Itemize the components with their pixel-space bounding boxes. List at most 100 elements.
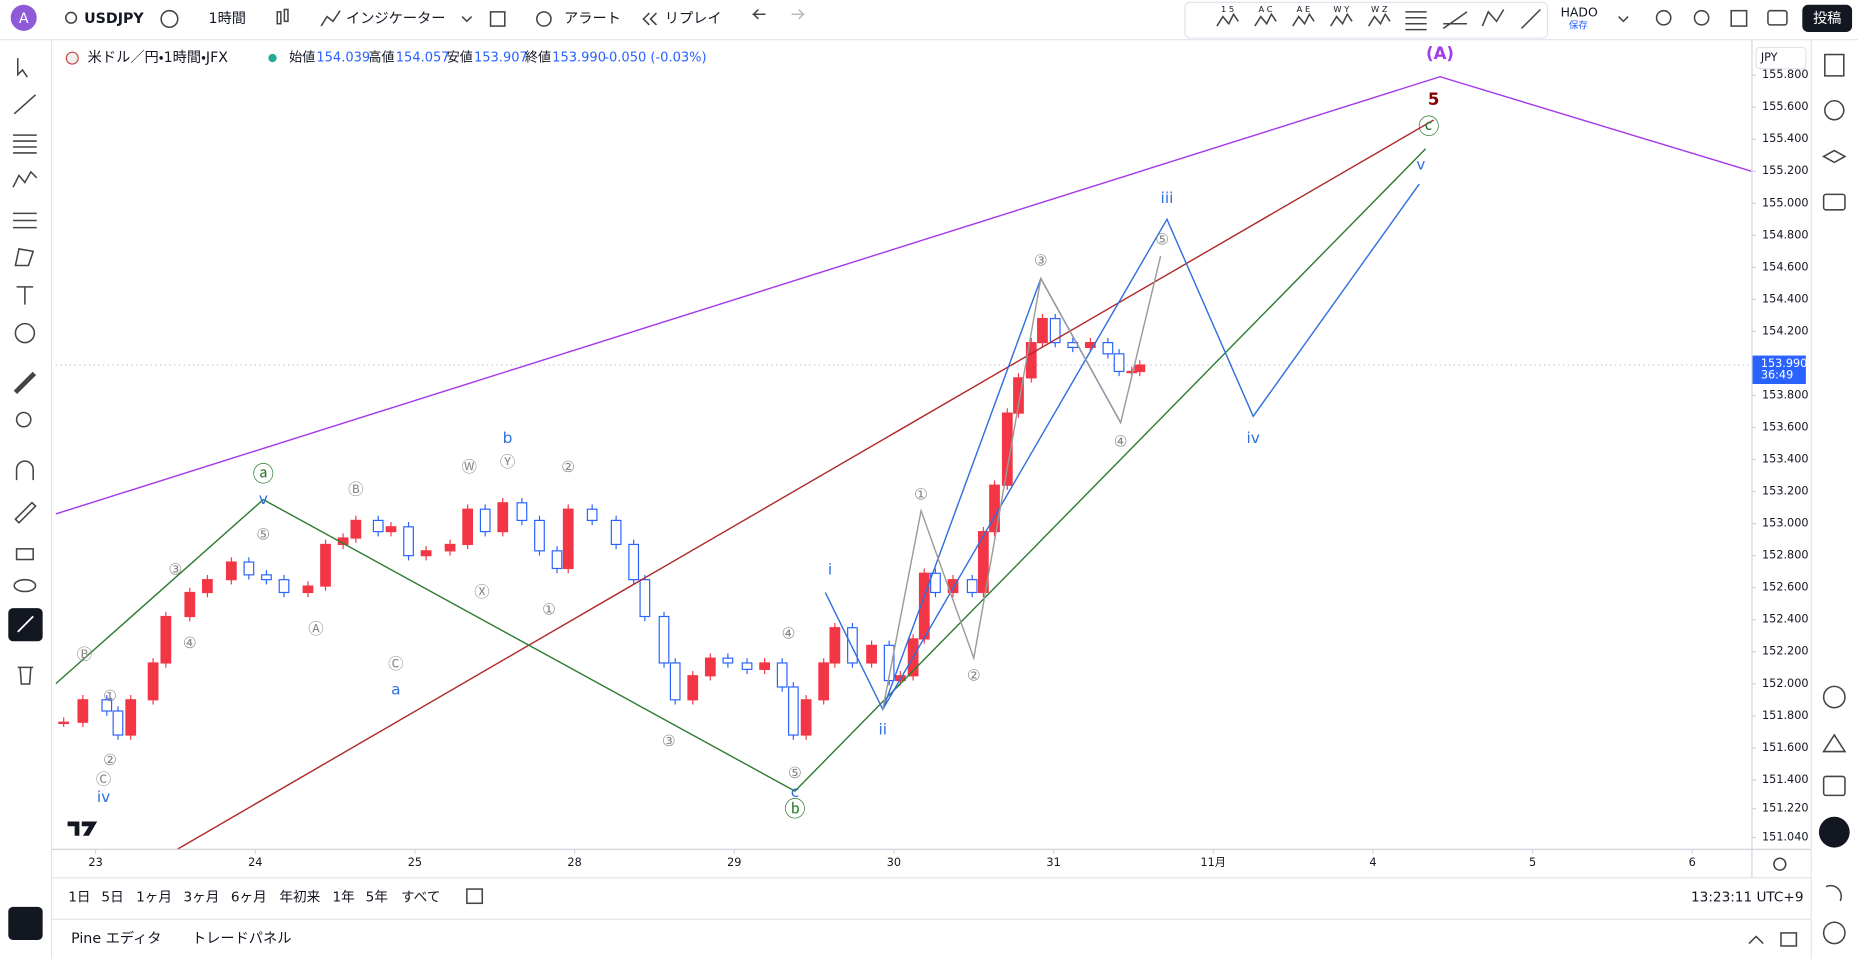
candle (883, 644, 895, 682)
range-button[interactable]: すべて (401, 889, 440, 905)
pattern-tools: 1 5 A C A E W Y W Z (1216, 4, 1391, 27)
goto-date[interactable] (466, 888, 484, 905)
candle (1084, 342, 1096, 349)
wave-label: Ⓨ (500, 453, 515, 471)
lock-tool[interactable] (15, 548, 34, 561)
interval[interactable]: 1時間 (209, 10, 246, 27)
wave-label: ④ (183, 634, 197, 652)
range-button[interactable]: 6ヶ月 (231, 889, 267, 905)
bottom-panel (52, 918, 1811, 959)
currency: JPY (1760, 51, 1778, 64)
save-button[interactable]: 保存 (1569, 20, 1588, 32)
remove-tool[interactable] (17, 666, 34, 685)
help[interactable] (1822, 921, 1846, 945)
watchlist[interactable] (1824, 53, 1845, 77)
chats[interactable] (1822, 193, 1846, 211)
x-tick-label: 11月 (1200, 856, 1226, 869)
y-tick-label: 155.000 (1762, 196, 1809, 209)
range-button[interactable]: 1ヶ月 (136, 889, 172, 905)
data-window[interactable] (1822, 149, 1847, 164)
fullscreen[interactable] (1730, 9, 1748, 27)
wave-label: Ⓦ (462, 458, 477, 476)
publish-button[interactable] (1802, 4, 1853, 33)
maximize-panel[interactable] (1780, 932, 1798, 947)
magnet-tool[interactable] (15, 460, 34, 481)
candle (930, 572, 941, 594)
add-symbol[interactable] (160, 9, 179, 29)
market-status (268, 53, 277, 63)
indicators[interactable]: インジケーター (346, 10, 446, 27)
layouts[interactable] (489, 11, 506, 27)
candle (687, 675, 699, 701)
avatar[interactable] (10, 4, 37, 31)
range-button[interactable]: 1年 (332, 889, 354, 905)
pine-editor-tab[interactable]: Pine エディタ (71, 929, 161, 947)
range-button[interactable]: 3ヶ月 (183, 889, 219, 905)
streams[interactable] (1825, 884, 1843, 902)
replay[interactable]: リプレイ (665, 10, 722, 27)
x-tick-label: 24 (248, 856, 262, 869)
line-tool[interactable] (13, 94, 37, 115)
settings[interactable] (1693, 9, 1710, 26)
snapshot[interactable] (1767, 9, 1788, 26)
alerts-panel[interactable] (1824, 99, 1845, 121)
wave-label: ① (103, 687, 117, 705)
cursor-tool[interactable] (17, 58, 28, 78)
alert[interactable]: アラート (564, 11, 621, 27)
axis-settings[interactable] (1773, 857, 1787, 871)
shape-tool[interactable] (14, 248, 35, 267)
ideas[interactable] (1822, 733, 1847, 753)
layout-menu[interactable] (1618, 16, 1629, 23)
path-tool[interactable] (1481, 9, 1505, 27)
quick-search[interactable] (1655, 9, 1672, 26)
hide-tool[interactable] (13, 578, 37, 593)
wave-label: ① (542, 601, 556, 619)
text-tool[interactable] (16, 286, 34, 305)
wave-label: ⓒ (1418, 115, 1439, 140)
range-button[interactable]: 5日 (101, 889, 123, 905)
range-button[interactable]: 年初来 (279, 889, 320, 905)
fib-fan[interactable] (1442, 11, 1468, 30)
search-icon[interactable] (64, 11, 78, 24)
fib-tool[interactable] (13, 134, 37, 154)
layout-name[interactable]: HADO (1561, 5, 1598, 20)
y-tick-label: 155.200 (1762, 164, 1809, 177)
currency-box[interactable] (1755, 46, 1807, 70)
screener[interactable] (1822, 685, 1846, 709)
dropdown[interactable] (461, 16, 473, 23)
countdown-label: 36:49 (1761, 369, 1793, 382)
symbol-search[interactable]: USDJPY (84, 11, 144, 27)
calendar[interactable] (1822, 775, 1846, 797)
draw-mode[interactable] (14, 501, 37, 524)
wave-label: Ⓑ (348, 480, 363, 498)
chart-type[interactable] (276, 11, 282, 25)
candle (302, 585, 314, 594)
undo[interactable] (751, 8, 766, 20)
redo[interactable] (791, 8, 806, 20)
y-tick-label: 153.400 (1762, 453, 1809, 466)
zoom-tool[interactable] (15, 411, 32, 428)
trend-line[interactable] (1520, 8, 1541, 29)
trade-panel-tab[interactable]: トレードパネル (192, 930, 292, 947)
collapse-panel[interactable] (1748, 935, 1764, 945)
wave-label: i (828, 561, 832, 579)
fib-tool[interactable] (1405, 11, 1427, 31)
clock: 13:23:11 UTC+9 (1691, 889, 1803, 905)
x-tick-label: 28 (567, 856, 581, 869)
pattern-tool-icon (1292, 12, 1315, 27)
forecast-tool[interactable] (13, 212, 37, 229)
flag-icon (65, 51, 79, 65)
x-tick-label: 5 (1529, 856, 1536, 869)
range-button[interactable]: 1日 (68, 889, 90, 905)
wave-line (824, 183, 1420, 711)
open-label: 始値 (289, 50, 315, 66)
candle (278, 579, 290, 594)
pattern-tool[interactable] (12, 170, 38, 188)
object-tree[interactable] (8, 906, 43, 941)
wave-label: iv (97, 788, 110, 806)
high-label: 高値 (369, 50, 395, 66)
measure-tool[interactable] (13, 371, 37, 395)
products[interactable] (1818, 816, 1850, 848)
icon-tool[interactable] (14, 322, 36, 344)
range-button[interactable]: 5年 (366, 889, 388, 905)
